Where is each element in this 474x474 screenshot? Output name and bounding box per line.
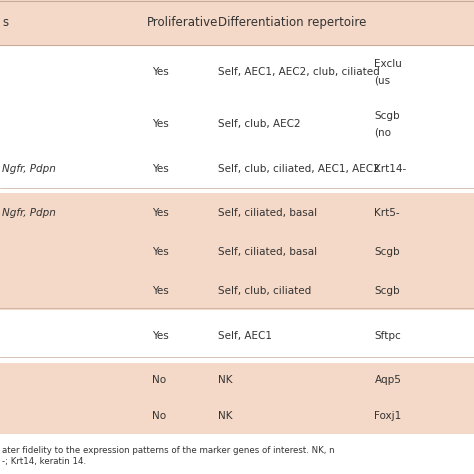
Text: s: s bbox=[2, 16, 9, 29]
Text: -; Krt14, keratin 14.: -; Krt14, keratin 14. bbox=[2, 457, 86, 466]
Text: Self, club, ciliated: Self, club, ciliated bbox=[218, 285, 311, 296]
Text: No: No bbox=[152, 411, 166, 421]
Bar bbox=[0, 0, 474, 45]
Bar bbox=[0, 398, 474, 434]
Text: NK: NK bbox=[218, 375, 233, 385]
Text: Yes: Yes bbox=[152, 331, 168, 341]
Bar bbox=[0, 363, 474, 398]
Text: Yes: Yes bbox=[152, 119, 168, 129]
Text: Ngfr, Pdpn: Ngfr, Pdpn bbox=[2, 208, 56, 218]
Text: Self, AEC1, AEC2, club, ciliated: Self, AEC1, AEC2, club, ciliated bbox=[218, 67, 380, 77]
Text: Scgb: Scgb bbox=[374, 111, 400, 121]
Bar bbox=[0, 100, 474, 149]
Text: Aqp5: Aqp5 bbox=[374, 375, 401, 385]
Text: NK: NK bbox=[218, 411, 233, 421]
Text: Yes: Yes bbox=[152, 67, 168, 77]
Text: Yes: Yes bbox=[152, 285, 168, 296]
Bar bbox=[0, 193, 474, 232]
Bar bbox=[0, 45, 474, 100]
Bar bbox=[0, 149, 474, 190]
Text: Self, ciliated, basal: Self, ciliated, basal bbox=[218, 208, 317, 218]
Text: Yes: Yes bbox=[152, 208, 168, 218]
Text: (no: (no bbox=[374, 128, 392, 138]
Text: Scgb: Scgb bbox=[374, 285, 400, 296]
Text: Self, AEC1: Self, AEC1 bbox=[218, 331, 272, 341]
Text: (us: (us bbox=[374, 76, 391, 86]
Text: Self, ciliated, basal: Self, ciliated, basal bbox=[218, 246, 317, 257]
Text: Krt14-: Krt14- bbox=[374, 164, 407, 174]
Text: Foxj1: Foxj1 bbox=[374, 411, 401, 421]
Text: Differentiation repertoire: Differentiation repertoire bbox=[218, 16, 366, 29]
Text: Exclu: Exclu bbox=[374, 59, 402, 69]
Bar bbox=[0, 232, 474, 271]
Text: Sftpc: Sftpc bbox=[374, 331, 401, 341]
Text: Yes: Yes bbox=[152, 246, 168, 257]
Bar bbox=[0, 314, 474, 359]
Text: Self, club, ciliated, AEC1, AEC2: Self, club, ciliated, AEC1, AEC2 bbox=[218, 164, 380, 174]
Text: Scgb: Scgb bbox=[374, 246, 400, 257]
Text: ater fidelity to the expression patterns of the marker genes of interest. NK, n: ater fidelity to the expression patterns… bbox=[2, 446, 335, 455]
Text: No: No bbox=[152, 375, 166, 385]
Text: Yes: Yes bbox=[152, 164, 168, 174]
Text: Self, club, AEC2: Self, club, AEC2 bbox=[218, 119, 301, 129]
Text: Ngfr, Pdpn: Ngfr, Pdpn bbox=[2, 164, 56, 174]
Text: Proliferative: Proliferative bbox=[147, 16, 219, 29]
Text: Krt5-: Krt5- bbox=[374, 208, 400, 218]
Bar bbox=[0, 271, 474, 310]
